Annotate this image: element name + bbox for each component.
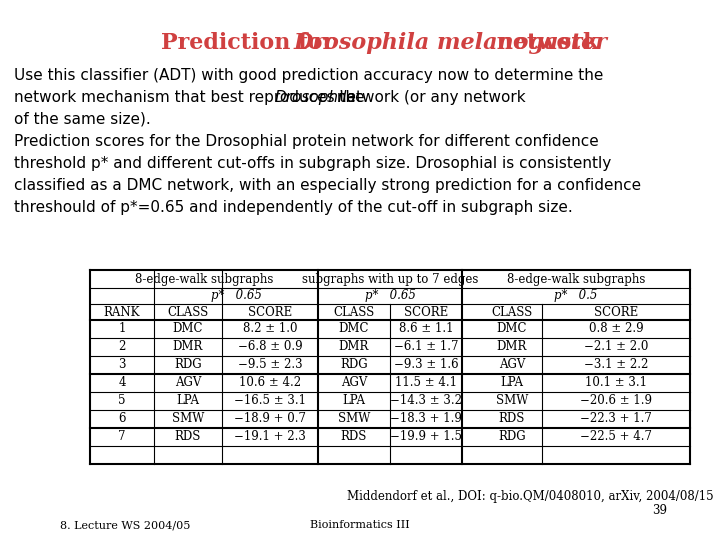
Text: SMW: SMW xyxy=(338,413,370,426)
Text: −22.5 + 4.7: −22.5 + 4.7 xyxy=(580,430,652,443)
Text: −19.9 + 1.5: −19.9 + 1.5 xyxy=(390,430,462,443)
Text: network mechanism that best reproduces the: network mechanism that best reproduces t… xyxy=(14,90,369,105)
Text: threshold p* and different cut-offs in subgraph size. Drosophial is consistently: threshold p* and different cut-offs in s… xyxy=(14,156,611,171)
Text: 5: 5 xyxy=(118,395,126,408)
Text: 1: 1 xyxy=(118,322,126,335)
Text: DMR: DMR xyxy=(173,341,203,354)
Text: DMC: DMC xyxy=(173,322,203,335)
Text: 8-edge-walk subgraphs: 8-edge-walk subgraphs xyxy=(135,273,273,286)
Text: 8.2 ± 1.0: 8.2 ± 1.0 xyxy=(243,322,297,335)
Text: 39: 39 xyxy=(652,504,667,517)
Text: LPA: LPA xyxy=(343,395,366,408)
Text: p*   0.5: p* 0.5 xyxy=(554,289,598,302)
Text: Prediction for: Prediction for xyxy=(161,32,342,54)
Text: DMR: DMR xyxy=(339,341,369,354)
Text: subgraphs with up to 7 edges: subgraphs with up to 7 edges xyxy=(302,273,478,286)
Text: LPA: LPA xyxy=(500,376,523,389)
Text: DMR: DMR xyxy=(497,341,527,354)
Text: Drosophila: Drosophila xyxy=(274,90,356,105)
Text: Drosophila melanogaster: Drosophila melanogaster xyxy=(293,32,607,54)
Text: Use this classifier (ADT) with good prediction accuracy now to determine the: Use this classifier (ADT) with good pred… xyxy=(14,68,603,83)
Text: DMC: DMC xyxy=(338,322,369,335)
Text: 0.8 ± 2.9: 0.8 ± 2.9 xyxy=(589,322,643,335)
Text: RDS: RDS xyxy=(341,430,367,443)
Text: SCORE: SCORE xyxy=(594,306,638,319)
Text: −9.5 ± 2.3: −9.5 ± 2.3 xyxy=(238,359,302,372)
Text: SMW: SMW xyxy=(496,395,528,408)
Text: network: network xyxy=(489,32,598,54)
Text: −6.8 ± 0.9: −6.8 ± 0.9 xyxy=(238,341,302,354)
Text: SCORE: SCORE xyxy=(248,306,292,319)
Text: 8. Lecture WS 2004/05: 8. Lecture WS 2004/05 xyxy=(60,520,190,530)
Text: 8.6 ± 1.1: 8.6 ± 1.1 xyxy=(399,322,454,335)
Text: CLASS: CLASS xyxy=(167,306,209,319)
Text: 10.1 ± 3.1: 10.1 ± 3.1 xyxy=(585,376,647,389)
Text: 4: 4 xyxy=(118,376,126,389)
Text: −20.6 ± 1.9: −20.6 ± 1.9 xyxy=(580,395,652,408)
Text: −19.1 + 2.3: −19.1 + 2.3 xyxy=(234,430,306,443)
Text: −3.1 ± 2.2: −3.1 ± 2.2 xyxy=(584,359,648,372)
Text: threshould of p*=0.65 and independently of the cut-off in subgraph size.: threshould of p*=0.65 and independently … xyxy=(14,200,572,215)
Text: Middendorf et al., DOI: q-bio.QM/0408010, arXiv, 2004/08/15: Middendorf et al., DOI: q-bio.QM/0408010… xyxy=(347,490,714,503)
Text: network (or any network: network (or any network xyxy=(332,90,526,105)
Text: −14.3 ± 3.2: −14.3 ± 3.2 xyxy=(390,395,462,408)
Text: classified as a DMC network, with an especially strong prediction for a confiden: classified as a DMC network, with an esp… xyxy=(14,178,641,193)
Text: p*   0.65: p* 0.65 xyxy=(364,289,415,302)
Text: of the same size).: of the same size). xyxy=(14,112,150,127)
Text: RDS: RDS xyxy=(499,413,525,426)
Text: LPA: LPA xyxy=(176,395,199,408)
Text: AGV: AGV xyxy=(341,376,367,389)
Text: RANK: RANK xyxy=(104,306,140,319)
Text: Bioinformatics III: Bioinformatics III xyxy=(310,520,410,530)
Text: −18.9 + 0.7: −18.9 + 0.7 xyxy=(234,413,306,426)
Text: −16.5 ± 3.1: −16.5 ± 3.1 xyxy=(234,395,306,408)
Text: CLASS: CLASS xyxy=(491,306,533,319)
Text: p*   0.65: p* 0.65 xyxy=(210,289,261,302)
Text: CLASS: CLASS xyxy=(333,306,374,319)
Text: SCORE: SCORE xyxy=(404,306,448,319)
Text: AGV: AGV xyxy=(175,376,201,389)
Text: RDG: RDG xyxy=(498,430,526,443)
Text: 10.6 ± 4.2: 10.6 ± 4.2 xyxy=(239,376,301,389)
Text: 11.5 ± 4.1: 11.5 ± 4.1 xyxy=(395,376,457,389)
Text: SMW: SMW xyxy=(172,413,204,426)
Text: DMC: DMC xyxy=(497,322,527,335)
Text: −2.1 ± 2.0: −2.1 ± 2.0 xyxy=(584,341,648,354)
Text: 7: 7 xyxy=(118,430,126,443)
Text: −9.3 ± 1.6: −9.3 ± 1.6 xyxy=(394,359,459,372)
Text: 6: 6 xyxy=(118,413,126,426)
Text: 8-edge-walk subgraphs: 8-edge-walk subgraphs xyxy=(507,273,645,286)
Text: Prediction scores for the Drosophial protein network for different confidence: Prediction scores for the Drosophial pro… xyxy=(14,134,599,149)
Text: AGV: AGV xyxy=(499,359,525,372)
Text: RDS: RDS xyxy=(175,430,201,443)
Text: −6.1 ± 1.7: −6.1 ± 1.7 xyxy=(394,341,458,354)
Text: RDG: RDG xyxy=(174,359,202,372)
Text: 3: 3 xyxy=(118,359,126,372)
Text: −18.3 + 1.9: −18.3 + 1.9 xyxy=(390,413,462,426)
Text: 2: 2 xyxy=(118,341,126,354)
Text: −22.3 + 1.7: −22.3 + 1.7 xyxy=(580,413,652,426)
Text: RDG: RDG xyxy=(340,359,368,372)
